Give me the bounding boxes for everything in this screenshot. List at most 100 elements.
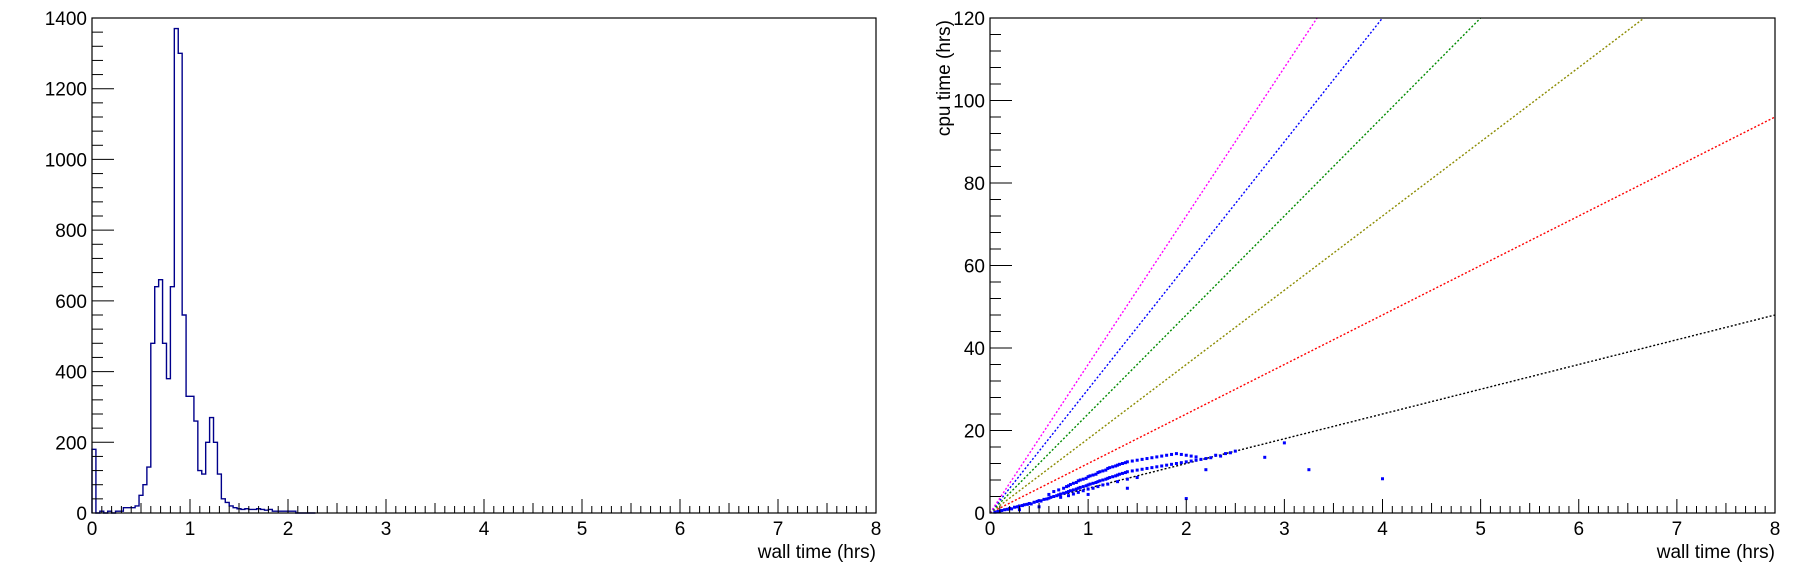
x-tick-label: 4 <box>479 519 490 540</box>
scatter-point <box>1049 495 1053 499</box>
histogram-outline <box>91 27 316 514</box>
histogram-bin <box>178 53 182 513</box>
reference-line-slope-36 <box>989 17 1318 514</box>
scatter-point <box>1006 507 1010 511</box>
x-tick-label: 2 <box>1181 519 1192 540</box>
scatter-point <box>1052 495 1056 498</box>
scatter-point <box>1106 476 1110 480</box>
scatter-point <box>1088 474 1092 478</box>
scatter-point <box>1010 507 1014 511</box>
x-tick-label: 5 <box>577 519 588 540</box>
histogram-bin <box>174 29 178 513</box>
scatter-point <box>1108 466 1112 470</box>
scatter-point <box>1045 497 1049 501</box>
scatter-point <box>1091 481 1095 485</box>
histogram-marks <box>91 27 316 514</box>
scatter-point <box>1094 480 1098 484</box>
y-tick-label: 600 <box>55 292 87 313</box>
scatter-point <box>1003 508 1007 512</box>
x-tick-label: 6 <box>675 519 686 540</box>
scatter-point <box>1135 476 1139 480</box>
scatter-point <box>1381 477 1384 481</box>
scatter-point <box>1057 488 1061 492</box>
histogram-bin <box>163 343 167 513</box>
scatter-point <box>1091 473 1095 477</box>
scatter-point <box>1086 492 1090 496</box>
scatter-point <box>1101 478 1105 482</box>
scatter-point <box>1263 455 1267 459</box>
scatter-point <box>1174 462 1178 465</box>
scatter-point <box>1076 486 1080 490</box>
scatter-point <box>1106 466 1110 470</box>
scatter-point <box>1020 504 1024 508</box>
histogram-bin <box>229 506 233 513</box>
scatter-point <box>1088 482 1092 486</box>
y-tick-label: 1200 <box>45 80 87 101</box>
scatter-point <box>1116 463 1120 467</box>
histogram-bin <box>155 287 159 513</box>
histogram-bin <box>210 418 214 513</box>
scatter-point <box>1140 457 1144 461</box>
scatter-point <box>1071 488 1075 492</box>
x-tick-label: 3 <box>1279 519 1290 540</box>
scatter-point <box>1078 478 1082 482</box>
scatter-point <box>1084 484 1088 488</box>
scatter-point <box>1194 458 1198 462</box>
scatter-point <box>1114 464 1118 468</box>
scatter-point <box>1194 455 1198 459</box>
scatter-point <box>1071 481 1075 485</box>
scatter-point <box>1076 479 1080 483</box>
scatter-point <box>1170 462 1174 466</box>
scatter-point <box>1165 453 1169 457</box>
scatter-point <box>1096 471 1100 475</box>
scatter-point <box>1125 470 1129 474</box>
histogram-bin <box>186 396 190 513</box>
scatter-point <box>1179 452 1183 456</box>
reference-line-slope-24 <box>989 17 1482 514</box>
y-tick-label: 40 <box>964 339 985 360</box>
scatter-point <box>1130 469 1134 473</box>
scatter-point <box>1076 490 1080 494</box>
scatter-point <box>1204 457 1208 461</box>
scatter-point <box>1120 471 1124 475</box>
scatter-point <box>1096 480 1100 484</box>
scatter-point <box>1086 487 1090 491</box>
scatter-point <box>1120 462 1124 465</box>
x-tick-label: 5 <box>1475 519 1486 540</box>
scatter-point <box>1189 459 1193 463</box>
histogram-bin <box>159 280 163 513</box>
scatter-point <box>1098 470 1102 474</box>
y-tick-label: 120 <box>953 9 985 30</box>
x-tick-label: 8 <box>871 519 882 540</box>
histogram-ticks: 0 1 2 3 4 5 6 7 8 0 200 400 600 800 1000 1200 1400 <box>45 9 882 540</box>
scatter-point <box>1015 505 1019 509</box>
scatter-point <box>1130 459 1134 463</box>
scatter-point <box>1065 485 1069 489</box>
x-tick-label: 2 <box>283 519 294 540</box>
histogram-bin <box>233 508 237 513</box>
scatter-point <box>1068 483 1072 487</box>
y-tick-label: 60 <box>964 257 985 278</box>
scatter-point <box>1096 485 1100 489</box>
scatter-point <box>1282 441 1286 445</box>
scatter-point <box>1111 475 1115 479</box>
scatter-point <box>1184 460 1188 464</box>
histogram-bin <box>143 485 147 513</box>
scatter-point <box>1081 477 1085 481</box>
histogram-bin <box>190 396 194 513</box>
x-tick-label: 7 <box>1672 519 1683 540</box>
scatter-point <box>1228 451 1232 455</box>
histogram-bin <box>221 499 225 513</box>
scatter-point <box>1307 468 1311 472</box>
scatter-point <box>1219 454 1223 458</box>
y-tick-label: 0 <box>76 504 87 525</box>
scatter-point <box>1081 489 1085 493</box>
scatter-point <box>1135 468 1139 472</box>
scatter-point <box>1059 495 1063 499</box>
y-tick-label: 0 <box>974 504 985 525</box>
scatter-point <box>1118 472 1122 476</box>
histogram-bin <box>194 421 198 513</box>
